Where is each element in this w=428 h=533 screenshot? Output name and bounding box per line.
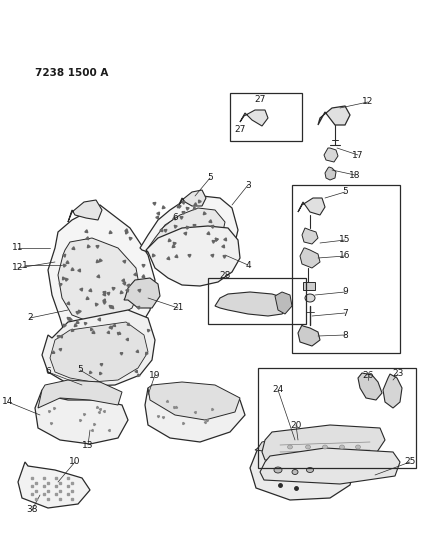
Polygon shape <box>140 196 238 272</box>
Polygon shape <box>298 325 320 346</box>
Polygon shape <box>250 438 355 500</box>
Text: 5: 5 <box>207 174 213 182</box>
Ellipse shape <box>306 445 310 449</box>
Text: 18: 18 <box>349 171 361 180</box>
Polygon shape <box>255 438 348 458</box>
Text: 7238 1500 A: 7238 1500 A <box>35 68 108 78</box>
Polygon shape <box>324 148 338 162</box>
Polygon shape <box>302 228 318 244</box>
Text: 8: 8 <box>342 330 348 340</box>
Text: 10: 10 <box>69 457 81 466</box>
Polygon shape <box>145 388 245 442</box>
Polygon shape <box>124 278 160 308</box>
Text: 1: 1 <box>22 261 28 270</box>
Polygon shape <box>18 462 90 508</box>
Text: 38: 38 <box>26 505 38 514</box>
Polygon shape <box>358 373 382 400</box>
Text: 14: 14 <box>2 398 14 407</box>
Text: 28: 28 <box>219 271 231 280</box>
Text: 6: 6 <box>172 214 178 222</box>
Bar <box>258 368 416 468</box>
Polygon shape <box>383 374 402 408</box>
Polygon shape <box>178 190 206 207</box>
Text: 3: 3 <box>245 181 251 190</box>
Polygon shape <box>300 248 320 268</box>
Polygon shape <box>68 200 102 222</box>
Text: 26: 26 <box>363 372 374 381</box>
Polygon shape <box>260 448 400 484</box>
Text: 5: 5 <box>77 366 83 375</box>
Ellipse shape <box>274 467 282 473</box>
Text: 4: 4 <box>245 261 251 270</box>
Ellipse shape <box>305 294 315 302</box>
Text: 12: 12 <box>12 263 24 272</box>
Text: 19: 19 <box>149 370 161 379</box>
Bar <box>303 282 315 290</box>
Ellipse shape <box>306 467 313 472</box>
Bar <box>230 93 302 141</box>
Text: 17: 17 <box>352 150 364 159</box>
Text: 5: 5 <box>342 188 348 197</box>
Text: 20: 20 <box>290 421 302 430</box>
Polygon shape <box>50 322 148 382</box>
Ellipse shape <box>288 445 292 449</box>
Polygon shape <box>298 198 325 215</box>
Polygon shape <box>275 292 292 314</box>
Polygon shape <box>318 106 350 125</box>
Ellipse shape <box>339 445 345 449</box>
Polygon shape <box>38 380 122 408</box>
Ellipse shape <box>292 470 298 474</box>
Text: 11: 11 <box>12 244 24 253</box>
Bar <box>292 185 400 353</box>
Text: 16: 16 <box>339 252 351 261</box>
Ellipse shape <box>356 445 360 449</box>
Text: 23: 23 <box>392 369 404 378</box>
Text: 27: 27 <box>234 125 246 134</box>
Text: 7: 7 <box>342 309 348 318</box>
Text: 6: 6 <box>45 367 51 376</box>
Text: 21: 21 <box>172 303 184 312</box>
Text: 12: 12 <box>363 98 374 107</box>
Polygon shape <box>58 238 140 322</box>
Text: 25: 25 <box>404 457 416 466</box>
Bar <box>208 278 306 324</box>
Polygon shape <box>148 382 240 420</box>
Text: 24: 24 <box>272 385 284 394</box>
Polygon shape <box>215 292 290 316</box>
Polygon shape <box>240 110 268 126</box>
Polygon shape <box>148 208 225 264</box>
Text: 15: 15 <box>339 236 351 245</box>
Polygon shape <box>325 167 336 180</box>
Polygon shape <box>42 310 155 386</box>
Polygon shape <box>146 226 240 286</box>
Text: 9: 9 <box>342 287 348 296</box>
Text: 27: 27 <box>254 95 266 104</box>
Polygon shape <box>262 425 385 462</box>
Text: 2: 2 <box>27 313 33 322</box>
Text: 13: 13 <box>82 440 94 449</box>
Polygon shape <box>48 205 155 345</box>
Polygon shape <box>35 390 128 444</box>
Ellipse shape <box>323 445 327 449</box>
